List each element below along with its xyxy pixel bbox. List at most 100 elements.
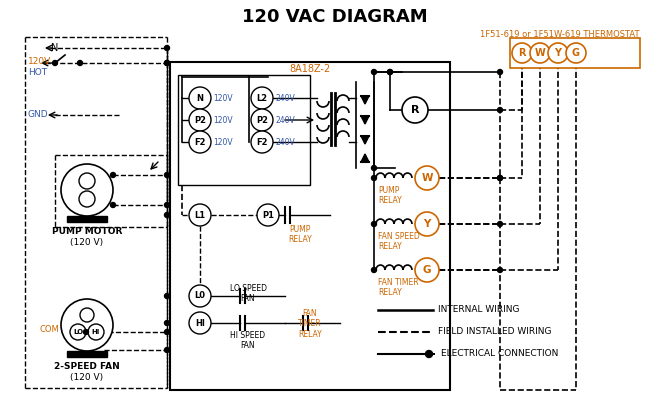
Circle shape xyxy=(165,173,170,178)
Text: FAN TIMER
RELAY: FAN TIMER RELAY xyxy=(378,278,419,297)
Circle shape xyxy=(387,70,393,75)
Text: G: G xyxy=(572,48,580,58)
Text: HI SPEED
FAN: HI SPEED FAN xyxy=(230,331,265,350)
Circle shape xyxy=(165,347,170,352)
Circle shape xyxy=(402,97,428,123)
Text: HI: HI xyxy=(195,318,205,328)
Text: R: R xyxy=(519,48,526,58)
Circle shape xyxy=(189,285,211,307)
Circle shape xyxy=(498,222,502,227)
Text: FAN
TIMER
RELAY: FAN TIMER RELAY xyxy=(298,309,322,339)
Circle shape xyxy=(425,351,433,357)
Circle shape xyxy=(165,202,170,207)
Text: 240V: 240V xyxy=(275,116,295,124)
Circle shape xyxy=(84,329,88,334)
Text: 240V: 240V xyxy=(275,137,295,147)
Circle shape xyxy=(165,321,170,326)
Bar xyxy=(178,75,310,185)
Text: INTERNAL WIRING: INTERNAL WIRING xyxy=(438,305,519,315)
Text: P1: P1 xyxy=(262,210,274,220)
Text: 8A18Z-2: 8A18Z-2 xyxy=(289,64,330,74)
Text: 2-SPEED FAN: 2-SPEED FAN xyxy=(54,362,120,371)
Text: W: W xyxy=(421,173,433,183)
Text: Y: Y xyxy=(555,48,561,58)
Text: FAN SPEED
RELAY: FAN SPEED RELAY xyxy=(378,232,419,251)
Circle shape xyxy=(387,70,393,75)
Circle shape xyxy=(257,204,279,226)
Circle shape xyxy=(189,87,211,109)
Circle shape xyxy=(498,267,502,272)
Text: W: W xyxy=(535,48,545,58)
Circle shape xyxy=(165,46,170,51)
Text: L1: L1 xyxy=(194,210,206,220)
Text: Y: Y xyxy=(423,219,431,229)
Text: HI: HI xyxy=(92,329,100,335)
Text: 120 VAC DIAGRAM: 120 VAC DIAGRAM xyxy=(242,8,428,26)
Circle shape xyxy=(61,299,113,351)
Circle shape xyxy=(111,173,115,178)
Bar xyxy=(510,38,640,68)
Text: 120V: 120V xyxy=(28,57,51,66)
Text: R: R xyxy=(411,105,419,115)
Circle shape xyxy=(371,267,377,272)
Text: 1F51-619 or 1F51W-619 THERMOSTAT: 1F51-619 or 1F51W-619 THERMOSTAT xyxy=(480,30,640,39)
Text: ELECTRICAL CONNECTION: ELECTRICAL CONNECTION xyxy=(441,349,558,359)
Circle shape xyxy=(251,131,273,153)
Text: F2: F2 xyxy=(256,137,268,147)
Circle shape xyxy=(371,166,377,171)
Text: 120V: 120V xyxy=(213,93,232,103)
Circle shape xyxy=(498,176,502,181)
Text: L2: L2 xyxy=(257,93,267,103)
Text: N: N xyxy=(196,93,204,103)
Circle shape xyxy=(371,222,377,227)
Circle shape xyxy=(415,166,439,190)
Circle shape xyxy=(165,293,170,298)
Circle shape xyxy=(251,109,273,131)
Circle shape xyxy=(111,202,115,207)
Text: F2: F2 xyxy=(194,137,206,147)
Circle shape xyxy=(548,43,568,63)
Text: PUMP
RELAY: PUMP RELAY xyxy=(288,225,312,244)
Circle shape xyxy=(52,60,58,65)
Text: FIELD INSTALLED WIRING: FIELD INSTALLED WIRING xyxy=(438,328,551,336)
Circle shape xyxy=(512,43,532,63)
Text: PUMP MOTOR: PUMP MOTOR xyxy=(52,227,122,236)
Circle shape xyxy=(415,258,439,282)
Circle shape xyxy=(88,324,104,340)
Text: G: G xyxy=(423,265,431,275)
Text: P2: P2 xyxy=(194,116,206,124)
Text: COM: COM xyxy=(40,326,59,334)
Circle shape xyxy=(165,329,170,334)
Circle shape xyxy=(251,87,273,109)
Text: LO: LO xyxy=(73,329,83,335)
Circle shape xyxy=(78,60,82,65)
Circle shape xyxy=(70,324,86,340)
Text: 120V: 120V xyxy=(213,137,232,147)
Circle shape xyxy=(189,204,211,226)
Polygon shape xyxy=(67,216,107,222)
Circle shape xyxy=(189,131,211,153)
Text: 240V: 240V xyxy=(275,93,295,103)
Circle shape xyxy=(371,70,377,75)
Polygon shape xyxy=(361,154,369,162)
Circle shape xyxy=(165,60,170,65)
Text: (120 V): (120 V) xyxy=(70,238,104,247)
Bar xyxy=(170,62,450,390)
Text: 120V: 120V xyxy=(213,116,232,124)
Text: P2: P2 xyxy=(256,116,268,124)
Circle shape xyxy=(165,212,170,217)
Circle shape xyxy=(498,70,502,75)
Circle shape xyxy=(498,176,502,181)
Polygon shape xyxy=(361,96,369,104)
Circle shape xyxy=(165,60,170,65)
Circle shape xyxy=(498,108,502,112)
Polygon shape xyxy=(361,136,369,144)
Circle shape xyxy=(566,43,586,63)
Circle shape xyxy=(80,308,94,322)
Circle shape xyxy=(415,212,439,236)
Text: GND: GND xyxy=(28,110,49,119)
Circle shape xyxy=(189,109,211,131)
Polygon shape xyxy=(67,351,107,357)
Text: HOT: HOT xyxy=(28,68,47,77)
Circle shape xyxy=(189,312,211,334)
